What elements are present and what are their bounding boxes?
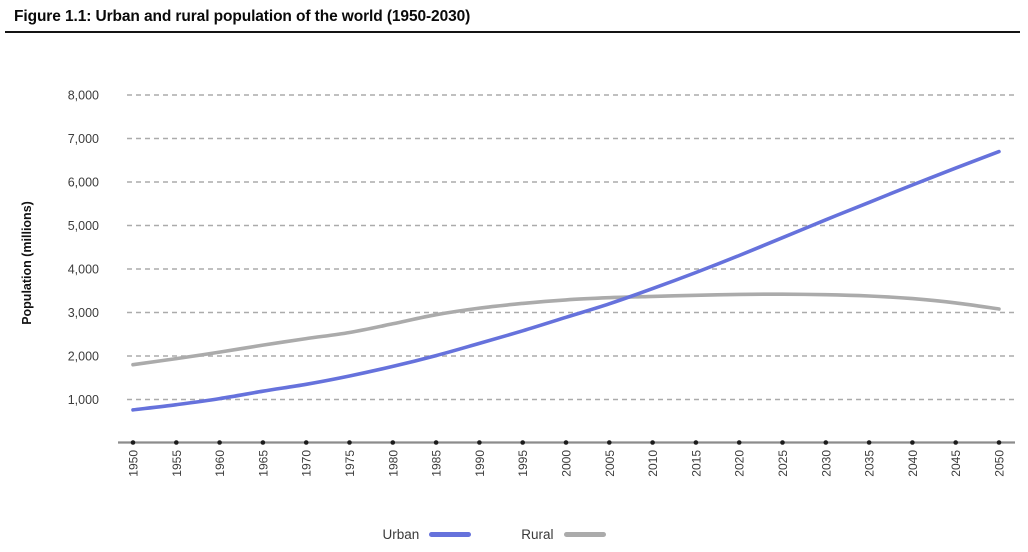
x-tick-dot: [174, 440, 179, 445]
urban-line: [131, 149, 1001, 412]
x-tick-dot: [477, 440, 482, 445]
x-tick-dot: [217, 440, 222, 445]
x-tick-label: 1965: [256, 450, 270, 477]
x-tick-label: 2025: [776, 450, 790, 477]
x-tick-dot: [607, 440, 612, 445]
y-axis-tick-labels: 1,000 2,000 3,000 4,000 5,000 6,000 7,000 8,000: [68, 88, 99, 407]
x-tick-label: 2030: [819, 450, 833, 477]
legend-label-urban: Urban: [382, 527, 420, 542]
gridlines: [127, 94, 1015, 401]
x-tick-label: 1975: [343, 450, 357, 477]
legend-item-urban: Urban: [382, 527, 472, 542]
legend-item-rural: Rural: [521, 527, 606, 542]
x-tick-dot: [520, 440, 525, 445]
x-tick-label: 2040: [906, 450, 920, 477]
y-tick-label: 7,000: [68, 132, 99, 146]
x-tick-label: 1980: [386, 450, 400, 477]
x-tick-dot: [910, 440, 915, 445]
y-tick-label: 2,000: [68, 349, 99, 363]
y-tick-label: 6,000: [68, 175, 99, 189]
x-tick-dot: [693, 440, 699, 445]
x-tick-dot: [260, 440, 266, 445]
x-tick-dot: [563, 440, 569, 445]
y-tick-label: 5,000: [68, 219, 99, 233]
x-tick-label: 1985: [430, 450, 444, 477]
x-tick-label: 1950: [127, 450, 141, 477]
x-tick-dot: [347, 440, 352, 445]
y-tick-label: 8,000: [68, 88, 99, 102]
y-axis-title: Population (millions): [20, 201, 34, 325]
x-tick-label: 1955: [170, 450, 184, 477]
x-tick-dot: [303, 440, 309, 445]
x-tick-label: 1995: [516, 450, 530, 477]
x-tick-label: 2020: [733, 450, 747, 477]
x-tick-dot: [650, 440, 655, 445]
x-tick-label: 2015: [689, 450, 703, 477]
legend-swatch-rural: [563, 532, 606, 537]
legend-label-rural: Rural: [521, 527, 554, 542]
x-tick-label: 2050: [993, 450, 1007, 477]
x-tick-label: 2010: [646, 450, 660, 477]
x-tick-label: 2045: [949, 450, 963, 477]
legend: Urban Rural: [0, 527, 1008, 542]
legend-swatch-urban: [429, 532, 472, 537]
series-lines: [131, 149, 1001, 412]
figure-title: Figure 1.1: Urban and rural population o…: [14, 8, 471, 25]
x-tick-label: 1970: [300, 450, 314, 477]
x-tick-dot: [953, 440, 958, 445]
figure-header: Figure 1.1: Urban and rural population o…: [5, 0, 1020, 33]
x-tick-label: 2005: [603, 450, 617, 477]
y-tick-label: 1,000: [68, 393, 99, 407]
x-tick-dot: [780, 440, 785, 445]
x-tick-label: 2035: [863, 450, 877, 477]
x-axis-tick-labels: 1950 1955 1960 1965 1970 1975 1980 1985 1990 1995…: [127, 450, 1007, 477]
x-tick-dot: [736, 440, 742, 445]
y-tick-label: 4,000: [68, 262, 99, 276]
x-tick-dot: [390, 440, 396, 445]
x-tick-dot: [130, 440, 136, 445]
x-tick-label: 2000: [560, 450, 574, 477]
x-tick-dot: [996, 440, 1002, 445]
x-axis: [118, 440, 1015, 445]
x-tick-dot: [433, 440, 439, 445]
x-tick-dot: [823, 440, 829, 445]
y-tick-label: 3,000: [68, 306, 99, 320]
x-tick-label: 1990: [473, 450, 487, 477]
x-tick-dot: [866, 440, 872, 445]
rural-line: [131, 292, 1001, 367]
x-tick-label: 1960: [213, 450, 227, 477]
